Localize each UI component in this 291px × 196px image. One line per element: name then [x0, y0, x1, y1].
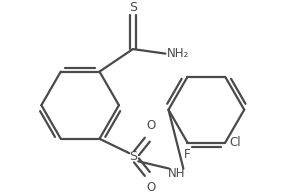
Text: NH₂: NH₂	[167, 47, 189, 60]
Text: NH: NH	[167, 167, 185, 180]
Text: O: O	[146, 120, 155, 132]
Text: S: S	[129, 150, 137, 163]
Text: S: S	[129, 1, 137, 14]
Text: O: O	[146, 181, 155, 194]
Text: Cl: Cl	[229, 136, 241, 149]
Text: F: F	[184, 148, 191, 161]
